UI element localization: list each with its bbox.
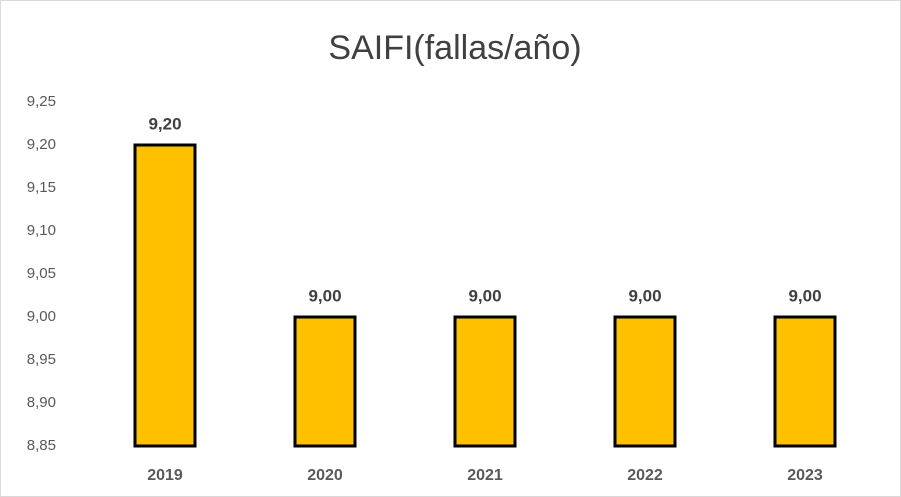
value-label: 9,20 xyxy=(148,114,181,133)
value-label: 9,00 xyxy=(788,286,821,305)
bar xyxy=(453,315,517,448)
x-tick-label: 2023 xyxy=(787,467,823,484)
x-tick-label: 2019 xyxy=(147,467,183,484)
y-tick-label: 9,05 xyxy=(27,265,56,282)
x-tick-label: 2021 xyxy=(467,467,503,484)
bar xyxy=(133,143,197,448)
value-label: 9,00 xyxy=(308,286,341,305)
y-tick-label: 9,25 xyxy=(27,93,56,110)
y-tick-label: 9,00 xyxy=(27,308,56,325)
chart-title: SAIFI(fallas/año) xyxy=(328,29,581,67)
value-label: 9,00 xyxy=(628,286,661,305)
y-tick-label: 8,95 xyxy=(27,351,56,368)
y-tick-label: 9,10 xyxy=(27,222,56,239)
y-tick-label: 8,90 xyxy=(27,394,56,411)
value-label: 9,00 xyxy=(468,286,501,305)
bar xyxy=(293,315,357,448)
bar xyxy=(773,315,837,448)
x-tick-label: 2022 xyxy=(627,467,663,484)
bar xyxy=(613,315,677,448)
y-tick-label: 9,20 xyxy=(27,136,56,153)
y-tick-label: 9,15 xyxy=(27,179,56,196)
y-tick-label: 8,85 xyxy=(27,437,56,454)
x-tick-label: 2020 xyxy=(307,467,343,484)
